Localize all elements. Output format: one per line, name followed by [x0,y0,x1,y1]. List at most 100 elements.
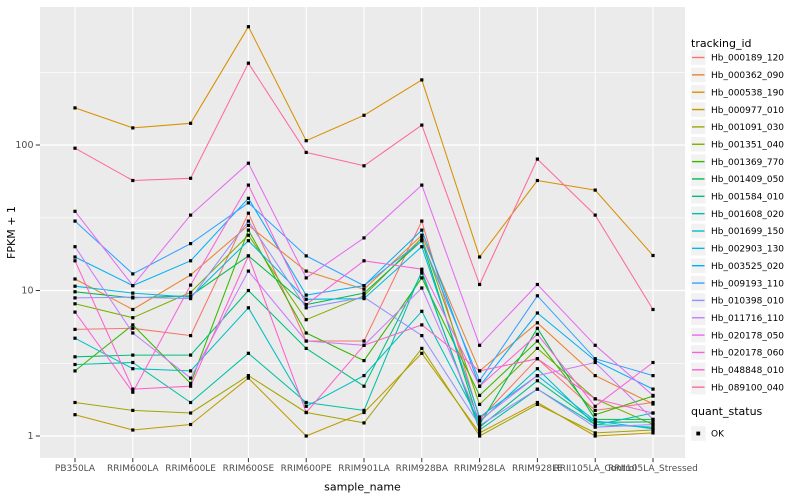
data-point [651,393,655,397]
point-markers [73,25,655,438]
data-point [189,273,193,277]
legend-entry: Hb_003525_020 [691,258,784,273]
data-point [593,360,597,365]
data-point [246,254,250,258]
data-point [189,121,193,125]
data-point [131,316,135,320]
data-point [651,422,655,427]
data-point [246,201,250,205]
data-point [189,400,193,405]
data-point [304,303,308,307]
data-point [535,157,539,161]
data-point [362,164,366,168]
legend-entry: Hb_001409_050 [691,171,784,187]
data-point [478,418,482,422]
data-point [535,311,539,315]
data-point [73,369,77,373]
data-point [73,400,77,405]
data-point [535,387,539,391]
data-point [420,239,424,243]
x-tick-label: PB350LA [55,464,96,474]
legend-entry: Hb_010398_010 [691,293,784,308]
data-point [73,327,77,331]
legend-entry: Hb_048848_010 [691,362,784,378]
data-point [304,331,308,335]
data-point [73,290,77,294]
data-point [246,239,250,243]
data-point [535,367,539,371]
data-point [189,422,193,427]
x-axis-title: sample_name [324,481,401,494]
legend-entry: Hb_000538_190 [691,84,784,100]
data-point [131,272,135,276]
data-point [304,339,308,343]
data-point [593,397,597,401]
data-point [420,334,424,338]
data-point [535,332,539,336]
data-point [535,178,539,183]
data-point [362,339,366,343]
data-point [189,384,193,388]
data-point [304,139,308,143]
data-point [420,123,424,127]
x-tick-label: RRIM600LA [107,464,159,474]
data-point [420,228,424,232]
data-point [420,271,424,275]
legend-entry: Hb_020178_060 [691,345,784,360]
data-point [535,400,539,405]
data-point [362,259,366,263]
data-point [535,357,539,361]
data-point [535,374,539,378]
legend-entry: Hb_020178_050 [691,327,784,343]
data-point [420,346,424,350]
data-point [304,400,308,405]
data-point [420,276,424,280]
x-tick-label: RRIM928LA [454,464,506,474]
legend-label: Hb_000538_190 [711,88,784,98]
legend-entry: Hb_000362_090 [691,67,784,83]
data-point [593,343,597,347]
legend-label: Hb_002903_130 [711,245,784,255]
data-point [73,413,77,417]
data-point [535,346,539,350]
data-point [362,113,366,117]
legend-entry: Hb_002903_130 [691,241,784,256]
x-tick-label: RRII105LA_Control [553,464,636,474]
data-point [131,367,135,371]
data-point [651,387,655,391]
legend-label: Hb_000977_010 [711,106,784,116]
data-point [73,336,77,340]
data-point [246,25,250,29]
data-point [593,404,597,408]
data-point [73,302,77,306]
data-point [131,284,135,288]
data-point [304,306,308,310]
legend-entry: Hb_001369_770 [691,154,784,169]
legend-label: Hb_001351_040 [711,140,784,150]
data-point [246,269,250,273]
plot-panel [40,7,685,458]
data-point [73,106,77,110]
data-point [73,146,77,150]
data-point [362,284,366,288]
data-point [362,343,366,347]
data-point [593,434,597,438]
data-point [420,309,424,313]
data-point [189,213,193,217]
y-axis-title: FPKM + 1 [5,206,18,259]
data-point [73,362,77,367]
data-point [535,321,539,325]
data-point [246,233,250,237]
data-point [362,359,366,363]
data-point [420,219,424,223]
data-point [304,269,308,273]
data-point [420,267,424,271]
legend-entry: Hb_011716_110 [691,310,784,325]
data-point [131,387,135,391]
data-point [131,178,135,183]
data-point [131,323,135,327]
data-point [304,293,308,297]
data-point [131,126,135,130]
data-point [189,376,193,380]
legend-label: Hb_001584_010 [711,193,784,203]
